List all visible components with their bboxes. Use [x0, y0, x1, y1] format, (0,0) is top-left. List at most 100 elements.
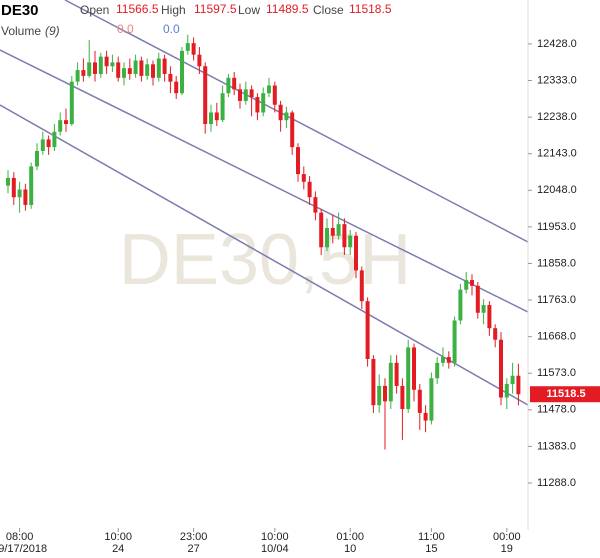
candle-body: [185, 43, 190, 51]
candle-body: [11, 177, 16, 198]
candle-body: [116, 62, 121, 78]
close-label: Close: [313, 3, 344, 17]
candle-body: [510, 375, 515, 385]
candle-body: [17, 189, 22, 198]
candle-body: [481, 305, 486, 313]
candle-body: [319, 212, 324, 248]
channel-line: [0, 104, 529, 406]
candle-body: [255, 97, 260, 113]
candle-body: [429, 378, 434, 421]
candle-body: [93, 62, 97, 74]
candle-body: [209, 112, 213, 125]
y-tick-label: 12333.0: [537, 74, 577, 86]
candle-body: [394, 362, 399, 386]
candle-body: [52, 131, 57, 148]
candle-body: [180, 50, 184, 94]
candle-body: [98, 56, 103, 74]
candle-body: [139, 60, 144, 76]
candle-body: [452, 320, 457, 363]
candle-body: [400, 385, 405, 410]
candle-body: [348, 235, 353, 248]
candle-body: [122, 68, 126, 78]
x-tick-date: 15: [425, 543, 437, 555]
candle-body: [301, 174, 306, 182]
y-tick-label: 11668.0: [537, 331, 576, 343]
candle-body: [423, 412, 428, 421]
candle-body: [330, 228, 335, 236]
candle-body: [23, 189, 28, 205]
candle-body: [81, 70, 86, 76]
candle-body: [313, 197, 318, 213]
y-tick-label: 12143.0: [537, 148, 577, 160]
candle-body: [133, 60, 138, 74]
candle-body: [191, 43, 196, 55]
open-label: Open: [80, 3, 109, 17]
volume-period: (9): [45, 24, 60, 38]
y-tick-label: 11383.0: [537, 440, 576, 452]
candle-body: [58, 120, 63, 132]
candle-body: [226, 77, 231, 94]
y-tick-label: 12428.0: [537, 38, 577, 50]
low-value: 11489.5: [266, 2, 309, 16]
candle-body: [475, 285, 480, 313]
x-tick-date: 24: [112, 543, 124, 555]
candle-body: [127, 68, 132, 74]
candle-body: [290, 112, 295, 148]
candle-body: [203, 66, 208, 125]
volume-label: Volume: [1, 24, 41, 38]
candle-body: [499, 339, 503, 398]
candle-body: [104, 56, 109, 67]
candle-body: [168, 73, 173, 82]
candle-body: [64, 120, 68, 125]
x-tick-label: 08:00: [6, 531, 34, 543]
y-tick-label: 12238.0: [537, 111, 577, 123]
candle-body: [464, 280, 469, 290]
candle-body: [470, 280, 474, 286]
candle-body: [458, 289, 463, 321]
channel-line: [0, 49, 529, 313]
channel-line: [64, 0, 529, 243]
candle-body: [516, 375, 521, 395]
candle-body: [383, 385, 387, 402]
candle-body: [29, 166, 34, 205]
high-label: High: [161, 3, 186, 17]
y-tick-label: 11953.0: [537, 221, 576, 233]
candle-body: [284, 112, 289, 121]
candle-body: [75, 70, 80, 82]
candle-body: [325, 228, 329, 248]
candle-body: [296, 147, 300, 175]
candle-body: [336, 224, 341, 236]
candle-body: [388, 362, 393, 402]
candle-body: [110, 62, 115, 67]
x-tick-date: 09/17/2018: [0, 543, 47, 555]
x-tick-date: 27: [187, 543, 199, 555]
candle-body: [174, 81, 179, 94]
open-value: 11566.5: [116, 2, 159, 16]
x-tick-label: 01:00: [336, 531, 364, 543]
candle-body: [446, 357, 451, 363]
candle-body: [6, 177, 10, 186]
candle-body: [151, 64, 155, 78]
candle-body: [371, 358, 376, 406]
candle-body: [249, 89, 254, 98]
candles: [6, 34, 521, 450]
candle-body: [46, 139, 51, 148]
candle-body: [220, 93, 225, 121]
price-tag: [530, 386, 600, 403]
candle-body: [278, 104, 283, 121]
y-tick-label: 11573.0: [537, 367, 576, 379]
candle-body: [261, 93, 266, 113]
candle-body: [487, 305, 492, 329]
candle-body: [40, 139, 45, 151]
high-value: 11597.5: [194, 2, 237, 16]
candle-body: [406, 347, 411, 410]
x-tick-date: 19: [501, 543, 513, 555]
x-tick-label: 23:00: [180, 531, 208, 543]
price-tag-label: 11518.5: [546, 388, 585, 400]
candle-body: [162, 58, 167, 74]
candle-body: [365, 301, 370, 359]
candle-body: [238, 89, 242, 101]
candle-body: [272, 85, 277, 105]
candle-body: [267, 85, 271, 94]
x-tick-date: 10: [344, 543, 356, 555]
